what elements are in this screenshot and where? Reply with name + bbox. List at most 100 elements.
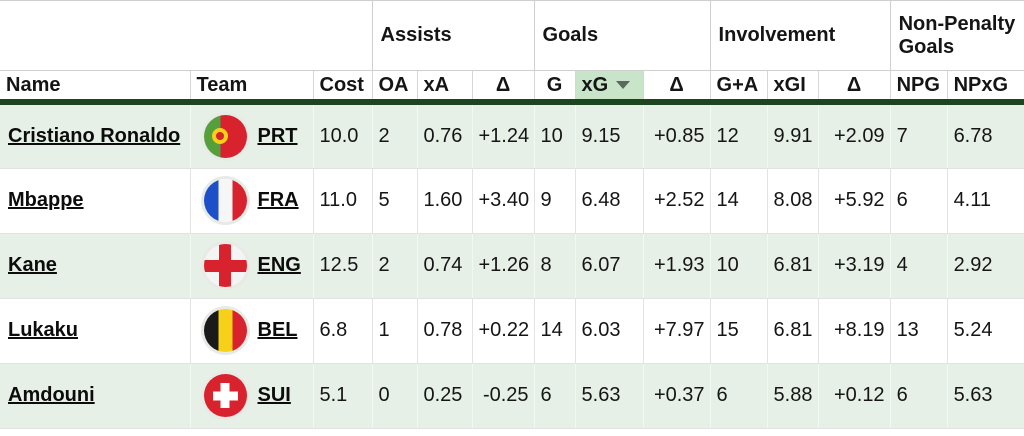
cell-involvement-delta: +3.19 [817, 233, 891, 299]
cell-xg: 9.15 [574, 102, 644, 169]
cell-xa: 0.74 [416, 233, 472, 299]
col-header-gpa[interactable]: G+A [709, 70, 768, 105]
cell-npxg: 6.78 [946, 102, 1024, 169]
cell-oa: 0 [371, 363, 417, 429]
cell-npxg: 2.92 [946, 233, 1024, 299]
cell-cost: 12.5 [312, 233, 372, 299]
player-name-cell: Cristiano Ronaldo [0, 102, 190, 169]
cell-oa: 1 [371, 298, 417, 364]
cell-xa: 0.78 [416, 298, 472, 364]
cell-npxg: 5.63 [946, 363, 1024, 429]
cell-involvement-delta: +2.09 [817, 102, 891, 169]
cell-npg: 7 [889, 102, 948, 169]
group-header-involvement: Involvement [709, 0, 891, 71]
cell-xa: 0.25 [416, 363, 472, 429]
group-header-assists: Assists [371, 0, 535, 71]
table-row: Mbappe FRA 11.0 5 1.60 +3.40 9 6.48 +2.5… [0, 168, 1024, 234]
col-header-g[interactable]: G [533, 70, 576, 105]
sort-desc-icon [616, 81, 631, 90]
col-header-goals-delta[interactable]: Δ [642, 70, 711, 105]
player-name-link[interactable]: Mbappe [8, 189, 84, 211]
col-header-team[interactable]: Team [189, 70, 313, 105]
player-name-cell: Mbappe [0, 168, 190, 234]
cell-gpa: 12 [709, 102, 768, 169]
cell-npxg: 4.11 [946, 168, 1024, 234]
team-cell: FRA [189, 168, 313, 234]
player-name-link[interactable]: Kane [8, 254, 57, 276]
player-name-link[interactable]: Lukaku [8, 319, 79, 341]
cell-npg: 13 [889, 298, 948, 364]
cell-npg: 6 [889, 363, 948, 429]
col-header-name[interactable]: Name [0, 70, 190, 105]
cell-g: 8 [533, 233, 576, 299]
cell-assists-delta: +0.22 [471, 298, 535, 364]
player-name-cell: Kane [0, 233, 190, 299]
cell-cost: 10.0 [312, 102, 372, 169]
cell-assists-delta: +3.40 [471, 168, 535, 234]
cell-g: 6 [533, 363, 576, 429]
cell-gpa: 14 [709, 168, 768, 234]
table-row: Cristiano Ronaldo PRT 10.0 2 0.76 +1.24 … [0, 102, 1024, 169]
player-name-link[interactable]: Amdouni [8, 384, 95, 406]
team-link[interactable]: SUI [257, 384, 291, 406]
column-header-row: Name Team Cost OA xA Δ G xG Δ G+A xGI Δ … [0, 70, 1024, 105]
cell-xa: 0.76 [416, 102, 472, 169]
team-cell: SUI [189, 363, 313, 429]
group-header-row: Assists Goals Involvement Non-Penalty Go… [0, 0, 1024, 71]
cell-xa: 1.60 [416, 168, 472, 234]
col-header-xa[interactable]: xA [416, 70, 472, 105]
cell-assists-delta: +1.24 [471, 102, 535, 169]
cell-involvement-delta: +0.12 [817, 363, 891, 429]
cell-g: 10 [533, 102, 576, 169]
switzerland-flag-icon [203, 374, 247, 417]
cell-xg: 6.07 [574, 233, 644, 299]
cell-g: 14 [533, 298, 576, 364]
cell-goals-delta: +0.37 [642, 363, 711, 429]
col-header-xg-label: xG [581, 73, 609, 96]
cell-xg: 6.03 [574, 298, 644, 364]
portugal-flag-icon [203, 114, 247, 158]
cell-gpa: 6 [709, 363, 768, 429]
group-header-non-penalty-goals: Non-Penalty Goals [889, 0, 1024, 71]
col-header-involvement-delta[interactable]: Δ [817, 70, 891, 105]
cell-xg: 5.63 [574, 363, 644, 429]
col-header-xg-sorted[interactable]: xG [574, 70, 644, 105]
cell-goals-delta: +1.93 [642, 233, 711, 299]
cell-goals-delta: +2.52 [642, 168, 711, 234]
team-link[interactable]: ENG [257, 254, 301, 276]
team-cell: BEL [189, 298, 313, 364]
cell-xgi: 6.81 [766, 233, 819, 299]
cell-cost: 11.0 [312, 168, 372, 234]
col-header-npg[interactable]: NPG [889, 70, 948, 105]
team-link[interactable]: FRA [257, 189, 299, 211]
col-header-cost[interactable]: Cost [312, 70, 372, 105]
team-link[interactable]: PRT [257, 124, 298, 147]
team-cell: PRT [189, 102, 313, 169]
cell-gpa: 15 [709, 298, 768, 364]
player-name-link[interactable]: Cristiano Ronaldo [8, 124, 181, 147]
col-header-xgi[interactable]: xGI [766, 70, 819, 105]
cell-cost: 6.8 [312, 298, 372, 364]
cell-oa: 5 [371, 168, 417, 234]
table-row: Lukaku BEL 6.8 1 0.78 +0.22 14 6.03 +7.9… [0, 298, 1024, 364]
table-row: Amdouni SUI 5.1 0 0.25 -0.25 6 5.63 +0.3… [0, 363, 1024, 429]
cell-goals-delta: +7.97 [642, 298, 711, 364]
cell-xgi: 9.91 [766, 102, 819, 169]
france-flag-icon [203, 179, 247, 222]
col-header-assists-delta[interactable]: Δ [471, 70, 535, 105]
col-header-oa[interactable]: OA [371, 70, 417, 105]
col-header-npxg[interactable]: NPxG [946, 70, 1024, 105]
cell-assists-delta: -0.25 [471, 363, 535, 429]
team-link[interactable]: BEL [257, 319, 298, 341]
england-flag-icon [203, 244, 247, 287]
cell-oa: 2 [371, 102, 417, 169]
team-cell: ENG [189, 233, 313, 299]
cell-npg: 6 [889, 168, 948, 234]
cell-npg: 4 [889, 233, 948, 299]
cell-involvement-delta: +8.19 [817, 298, 891, 364]
table-row: Kane ENG 12.5 2 0.74 +1.26 8 6.07 +1.93 … [0, 233, 1024, 299]
belgium-flag-icon [203, 309, 247, 352]
cell-goals-delta: +0.85 [642, 102, 711, 169]
cell-xg: 6.48 [574, 168, 644, 234]
